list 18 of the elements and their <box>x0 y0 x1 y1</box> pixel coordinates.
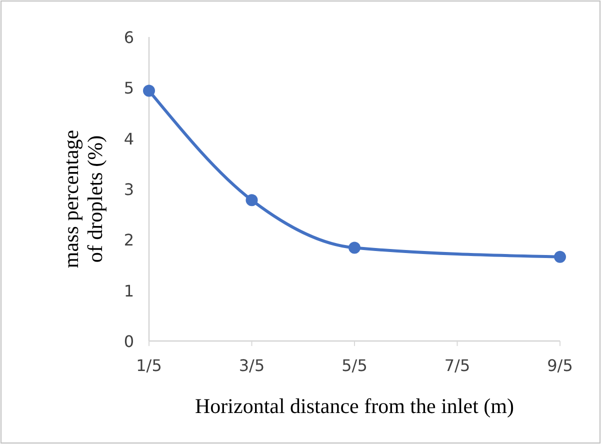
y-tick-label: 0 <box>124 332 134 351</box>
x-tick-label: 9/5 <box>547 356 573 375</box>
point <box>246 194 258 206</box>
point <box>554 250 566 263</box>
x-tick-label: 7/5 <box>444 356 470 375</box>
y-tick-label: 3 <box>124 180 134 199</box>
y-axis-title: mass percentage of droplets (%) <box>59 130 107 268</box>
y-tick-label: 1 <box>124 281 134 300</box>
x-axis-title: Horizontal distance from the inlet (m) <box>195 394 514 418</box>
point <box>348 242 360 254</box>
x-tick-label: 5/5 <box>342 356 368 375</box>
x-tick-label: 3/5 <box>238 356 265 375</box>
x-tick-label: 1/5 <box>136 356 162 375</box>
point <box>143 84 155 97</box>
y-tick-label: 4 <box>124 129 134 148</box>
y-tick-label: 6 <box>124 28 134 47</box>
y-tick-label: 5 <box>124 78 134 98</box>
y-tick-label: 2 <box>124 230 134 250</box>
